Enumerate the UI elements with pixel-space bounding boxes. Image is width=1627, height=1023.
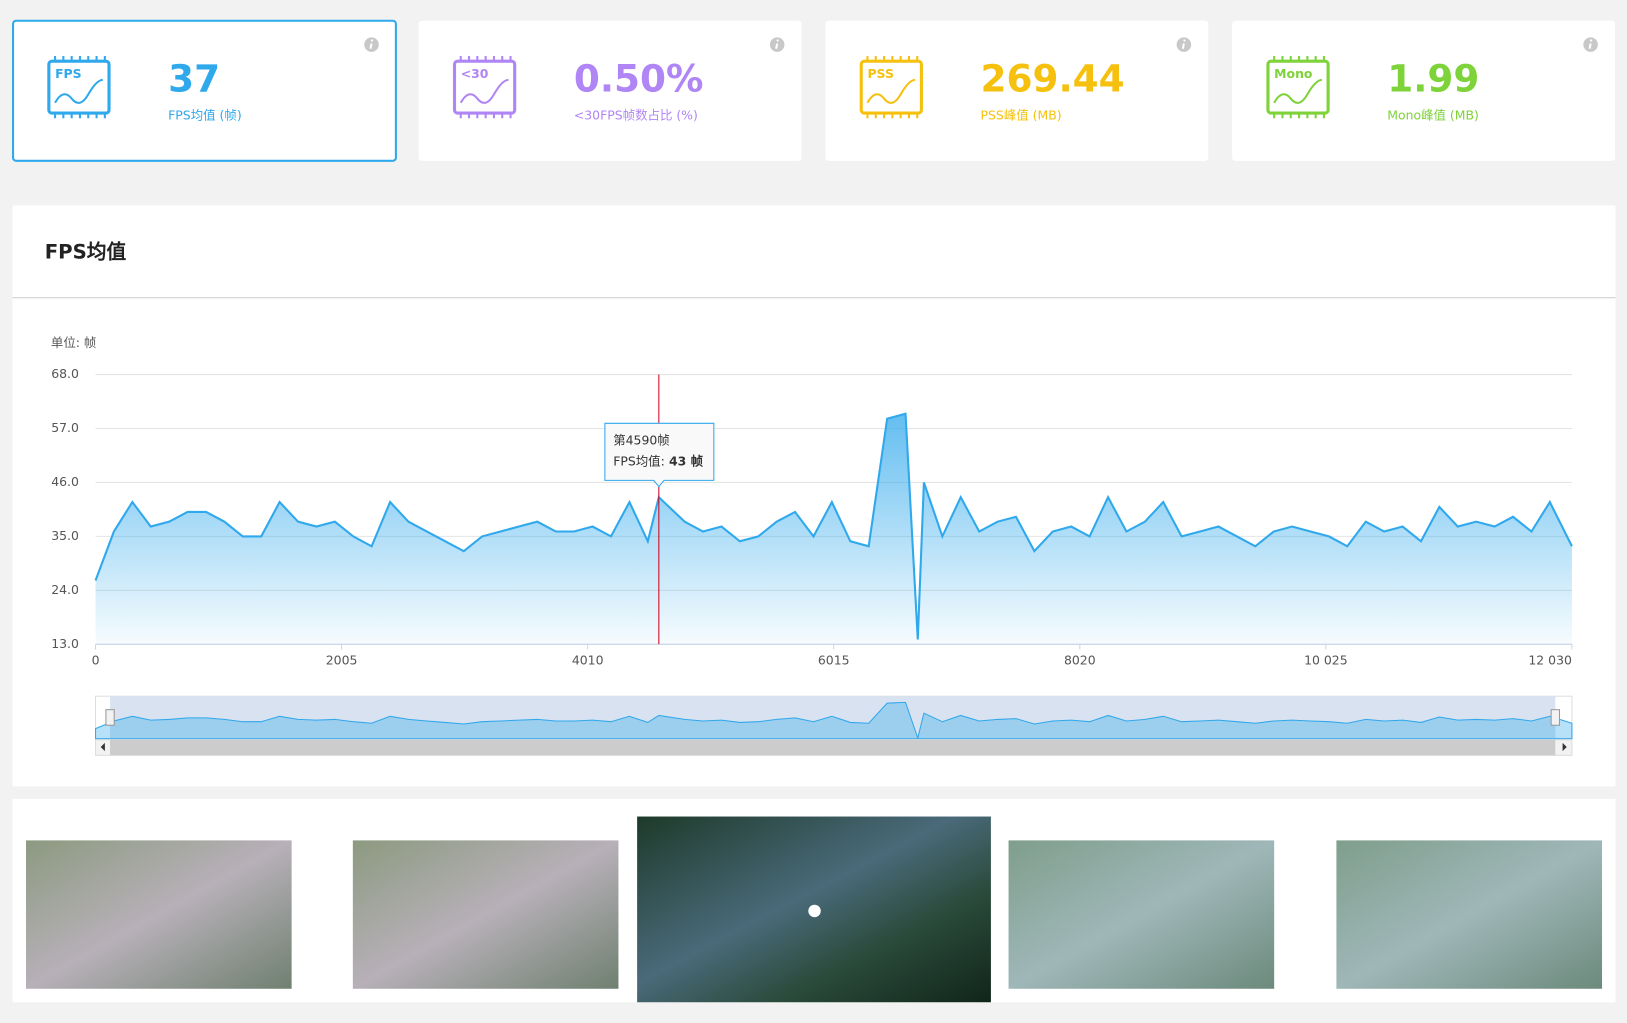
info-icon-dot [1589, 39, 1593, 42]
x-tick-label: 4010 [572, 652, 604, 667]
tooltip-box [604, 422, 715, 488]
info-icon-dot [1183, 39, 1186, 42]
area [95, 413, 1572, 645]
y-tick-label: 35.0 [51, 528, 79, 543]
info-icon-dot [776, 39, 779, 42]
icon-wave [1273, 78, 1323, 104]
info-icon-bar [775, 43, 779, 49]
line [94, 412, 1573, 640]
unit-label: 单位: 帧 [51, 335, 96, 350]
x-tick-label: 6015 [818, 652, 850, 667]
tooltip-title: 第4590帧 [613, 432, 670, 447]
icon-wave [459, 78, 509, 104]
thumbnail[interactable] [1008, 840, 1275, 989]
card-bg [825, 20, 1209, 161]
card-bg [418, 20, 802, 161]
x-tick-label: 12 030 [1528, 652, 1572, 667]
y-tick-label: 13.0 [51, 636, 79, 651]
card-bg [1232, 20, 1615, 161]
card-value: 37 [168, 56, 220, 100]
chart-panel [12, 205, 1616, 787]
x-tick-label: 0 [92, 652, 100, 667]
card-value: 269.44 [981, 56, 1125, 100]
card-label: FPS均值 (帧) [168, 108, 242, 123]
icon-wave [866, 78, 916, 104]
thumbnail-highlight [808, 904, 821, 918]
x-tick-label: 2005 [326, 652, 358, 667]
plot: 13.0 24.0 35.0 46.0 57.0 68.0 0 2005 4010 6015 802… [51, 366, 1573, 756]
scrollbar-arrow[interactable] [100, 742, 105, 752]
info-icon-dot [370, 39, 374, 42]
tooltip-value: 43 帧 [669, 453, 704, 468]
y-tick-label: 68.0 [51, 366, 79, 381]
tooltip-label: FPS均值: [613, 453, 665, 468]
navigator-selection [110, 696, 1556, 739]
info-icon-bar [1588, 43, 1592, 49]
info-icon-bar [1181, 43, 1185, 49]
thumbnail[interactable] [26, 840, 292, 989]
chart-title: FPS均值 [45, 241, 127, 264]
card-value: 1.99 [1387, 56, 1479, 100]
card-label: <30FPS帧数占比 (%) [574, 108, 698, 123]
card-label: Mono峰值 (MB) [1387, 108, 1479, 123]
navigator-handle[interactable] [105, 709, 115, 726]
y-tick-label: 57.0 [51, 420, 79, 435]
scrollbar-arrow[interactable] [1562, 742, 1567, 752]
scrollbar-thumb[interactable] [110, 739, 1556, 756]
info-icon-bar [369, 43, 373, 49]
navigator-handle[interactable] [1550, 709, 1560, 726]
x-tick-label: 8020 [1064, 652, 1096, 667]
x-tick-label: 10 025 [1304, 652, 1348, 667]
stat-card[interactable]: Mono 1.99 Mono峰值 (MB) [1232, 20, 1615, 161]
card-bg [12, 19, 397, 162]
icon-text: FPS [55, 66, 82, 81]
tooltip-row: FPS均值: 43 帧 [613, 453, 703, 468]
thumbnail[interactable] [352, 840, 619, 989]
icon-text: <30 [461, 66, 489, 81]
card-value: 0.50% [574, 56, 704, 100]
icon-text: Mono [1274, 66, 1313, 81]
thumbnail[interactable] [1336, 840, 1603, 989]
stat-card[interactable]: FPS 37 FPS均值 (帧) [12, 19, 397, 162]
navigator-area [95, 701, 1573, 740]
stat-card[interactable]: <30 0.50% <30FPS帧数占比 (%) [418, 20, 802, 161]
icon-wave [54, 78, 103, 104]
card-label: PSS峰值 (MB) [981, 108, 1062, 123]
y-tick-label: 46.0 [51, 474, 79, 489]
stat-card[interactable]: PSS 269.44 PSS峰值 (MB) [825, 20, 1209, 161]
y-tick-label: 24.0 [51, 582, 79, 597]
icon-text: PSS [867, 66, 894, 81]
